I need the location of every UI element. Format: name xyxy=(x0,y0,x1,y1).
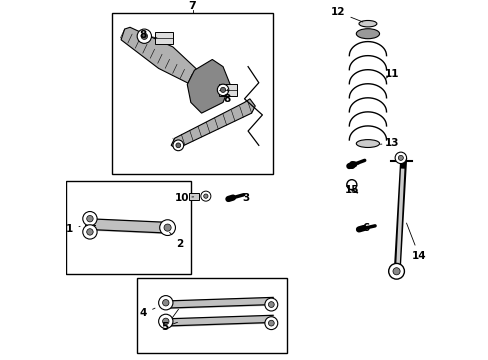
Text: 8: 8 xyxy=(223,89,230,104)
Text: 10: 10 xyxy=(174,193,193,203)
Circle shape xyxy=(201,191,210,201)
Ellipse shape xyxy=(356,29,379,39)
Text: 2: 2 xyxy=(169,232,183,249)
Text: 14: 14 xyxy=(406,223,426,261)
Circle shape xyxy=(163,224,171,231)
Circle shape xyxy=(388,264,404,279)
Text: 11: 11 xyxy=(384,69,398,79)
Text: 1: 1 xyxy=(66,224,80,234)
Circle shape xyxy=(220,87,225,93)
Bar xyxy=(219,84,237,96)
Circle shape xyxy=(217,84,228,96)
Text: 13: 13 xyxy=(380,138,398,148)
Polygon shape xyxy=(187,59,230,113)
Circle shape xyxy=(141,33,147,40)
Bar xyxy=(137,278,287,353)
Circle shape xyxy=(162,300,169,306)
Circle shape xyxy=(176,143,181,148)
Text: 15: 15 xyxy=(344,185,358,195)
Ellipse shape xyxy=(356,140,379,148)
Text: 5: 5 xyxy=(161,322,168,332)
Circle shape xyxy=(86,216,93,222)
Circle shape xyxy=(264,298,277,311)
Circle shape xyxy=(264,317,277,330)
Circle shape xyxy=(173,140,183,151)
Text: 8: 8 xyxy=(139,30,157,40)
Text: 4: 4 xyxy=(140,308,155,319)
Bar xyxy=(65,181,190,274)
Circle shape xyxy=(137,29,151,43)
Circle shape xyxy=(82,225,97,239)
Circle shape xyxy=(82,212,97,226)
Circle shape xyxy=(160,220,175,235)
Bar xyxy=(189,193,199,200)
Circle shape xyxy=(268,320,274,326)
Text: 3: 3 xyxy=(238,193,249,203)
Text: 9: 9 xyxy=(347,161,358,171)
Circle shape xyxy=(203,194,207,198)
Polygon shape xyxy=(121,27,206,90)
Circle shape xyxy=(398,156,403,160)
Circle shape xyxy=(268,302,274,307)
Circle shape xyxy=(394,152,406,163)
Circle shape xyxy=(392,268,399,275)
Bar xyxy=(112,13,273,174)
Circle shape xyxy=(86,229,93,235)
Circle shape xyxy=(158,296,173,310)
Polygon shape xyxy=(171,99,255,149)
Text: 12: 12 xyxy=(330,7,362,22)
Text: 7: 7 xyxy=(188,1,196,11)
Bar xyxy=(155,32,173,44)
Circle shape xyxy=(162,318,169,325)
Text: 6: 6 xyxy=(362,223,372,233)
Ellipse shape xyxy=(358,21,376,27)
Circle shape xyxy=(158,314,173,329)
